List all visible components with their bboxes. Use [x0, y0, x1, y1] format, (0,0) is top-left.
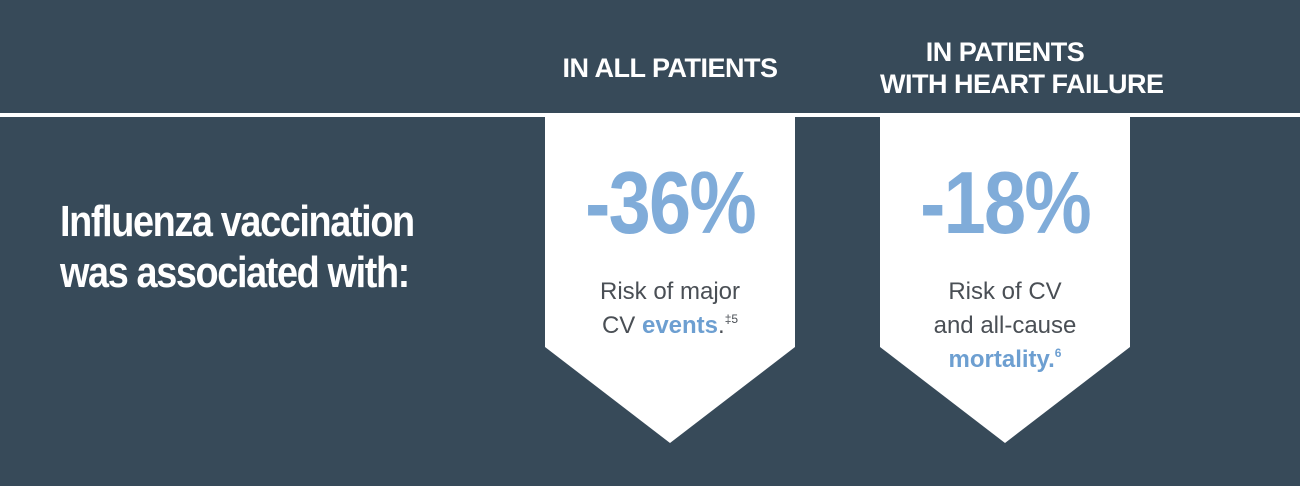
highlight-text: events: [641, 312, 719, 339]
column-heading-all-patients: IN ALL PATIENTS: [545, 52, 795, 84]
stat-description: Risk of major CV events.‡5: [545, 275, 795, 343]
arrow-card-shape: [880, 117, 1130, 443]
description-line: Risk of CV: [948, 278, 1062, 305]
stat-value: -18%: [920, 153, 1092, 252]
stat-value: -36%: [585, 153, 757, 252]
stat-description: Risk of CV and all-cause mortality.6: [880, 275, 1130, 377]
stat-card-all-patients: -36% Risk of major CV events.‡5: [545, 117, 795, 443]
description-line: mortality.6: [880, 343, 1130, 377]
footnote-ref: ‡5: [724, 312, 739, 326]
arrow-card-shape: [545, 117, 795, 443]
description-line: CV events.‡5: [545, 309, 795, 343]
headline-line-1: Influenza vaccination: [60, 197, 415, 246]
column-heading-line: IN PATIENTS: [925, 37, 1085, 67]
headline-line-2: was associated with:: [60, 248, 410, 297]
column-heading-heart-failure: IN PATIENTS WITH HEART FAILURE: [880, 36, 1164, 100]
highlight-text: mortality.: [948, 346, 1055, 373]
description-line: Risk of major: [599, 278, 741, 305]
footnote-ref: 6: [1054, 346, 1062, 360]
description-text: CV: [601, 312, 642, 339]
column-heading-line: WITH HEART FAILURE: [880, 69, 1164, 99]
headline: Influenza vaccination was associated wit…: [60, 196, 415, 298]
description-line: and all-cause: [933, 312, 1077, 339]
description-punctuation: .: [718, 312, 725, 339]
header-divider: [0, 113, 1300, 117]
stat-card-heart-failure: -18% Risk of CV and all-cause mortality.…: [880, 117, 1130, 443]
column-heading-line: IN ALL PATIENTS: [562, 53, 779, 83]
